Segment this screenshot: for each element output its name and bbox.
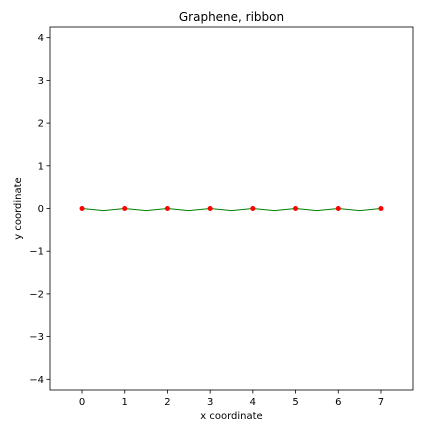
x-ticks: 0 1 2 3 4 5 6 7: [79, 390, 384, 408]
y-tick-label: −1: [29, 247, 44, 258]
data-point: [293, 206, 299, 211]
data-point: [250, 206, 256, 211]
x-tick-label: 3: [207, 397, 213, 408]
x-tick-label: 2: [164, 397, 170, 408]
y-tick-label: 2: [38, 119, 44, 130]
y-tick-label: 1: [38, 161, 44, 172]
y-tick-label: 3: [38, 76, 44, 87]
chart-title: Graphene, ribbon: [179, 10, 284, 24]
y-tick-label: −3: [29, 332, 44, 343]
data-point: [122, 206, 128, 211]
y-ticks: 4 3 2 1 0 −1 −2 −3 −4: [29, 33, 50, 386]
data-point: [164, 206, 170, 211]
data-point: [335, 206, 341, 211]
x-tick-label: 7: [378, 397, 384, 408]
plot-area: [49, 26, 414, 391]
x-tick-label: 5: [292, 397, 298, 408]
x-tick-label: 4: [250, 397, 256, 408]
y-tick-label: −2: [29, 289, 44, 300]
data-point: [207, 206, 213, 211]
y-tick-label: 4: [38, 33, 44, 44]
series-line: [81, 207, 382, 212]
x-tick-label: 0: [79, 397, 85, 408]
x-tick-label: 6: [335, 397, 341, 408]
y-tick-label: 0: [38, 204, 44, 215]
y-axis-label: y coordinate: [13, 177, 24, 239]
series-layer: [79, 206, 384, 212]
data-point: [79, 206, 85, 211]
x-axis-label: x coordinate: [200, 411, 262, 422]
x-tick-label: 1: [122, 397, 128, 408]
y-tick-label: −4: [29, 375, 44, 386]
data-point: [378, 206, 384, 211]
